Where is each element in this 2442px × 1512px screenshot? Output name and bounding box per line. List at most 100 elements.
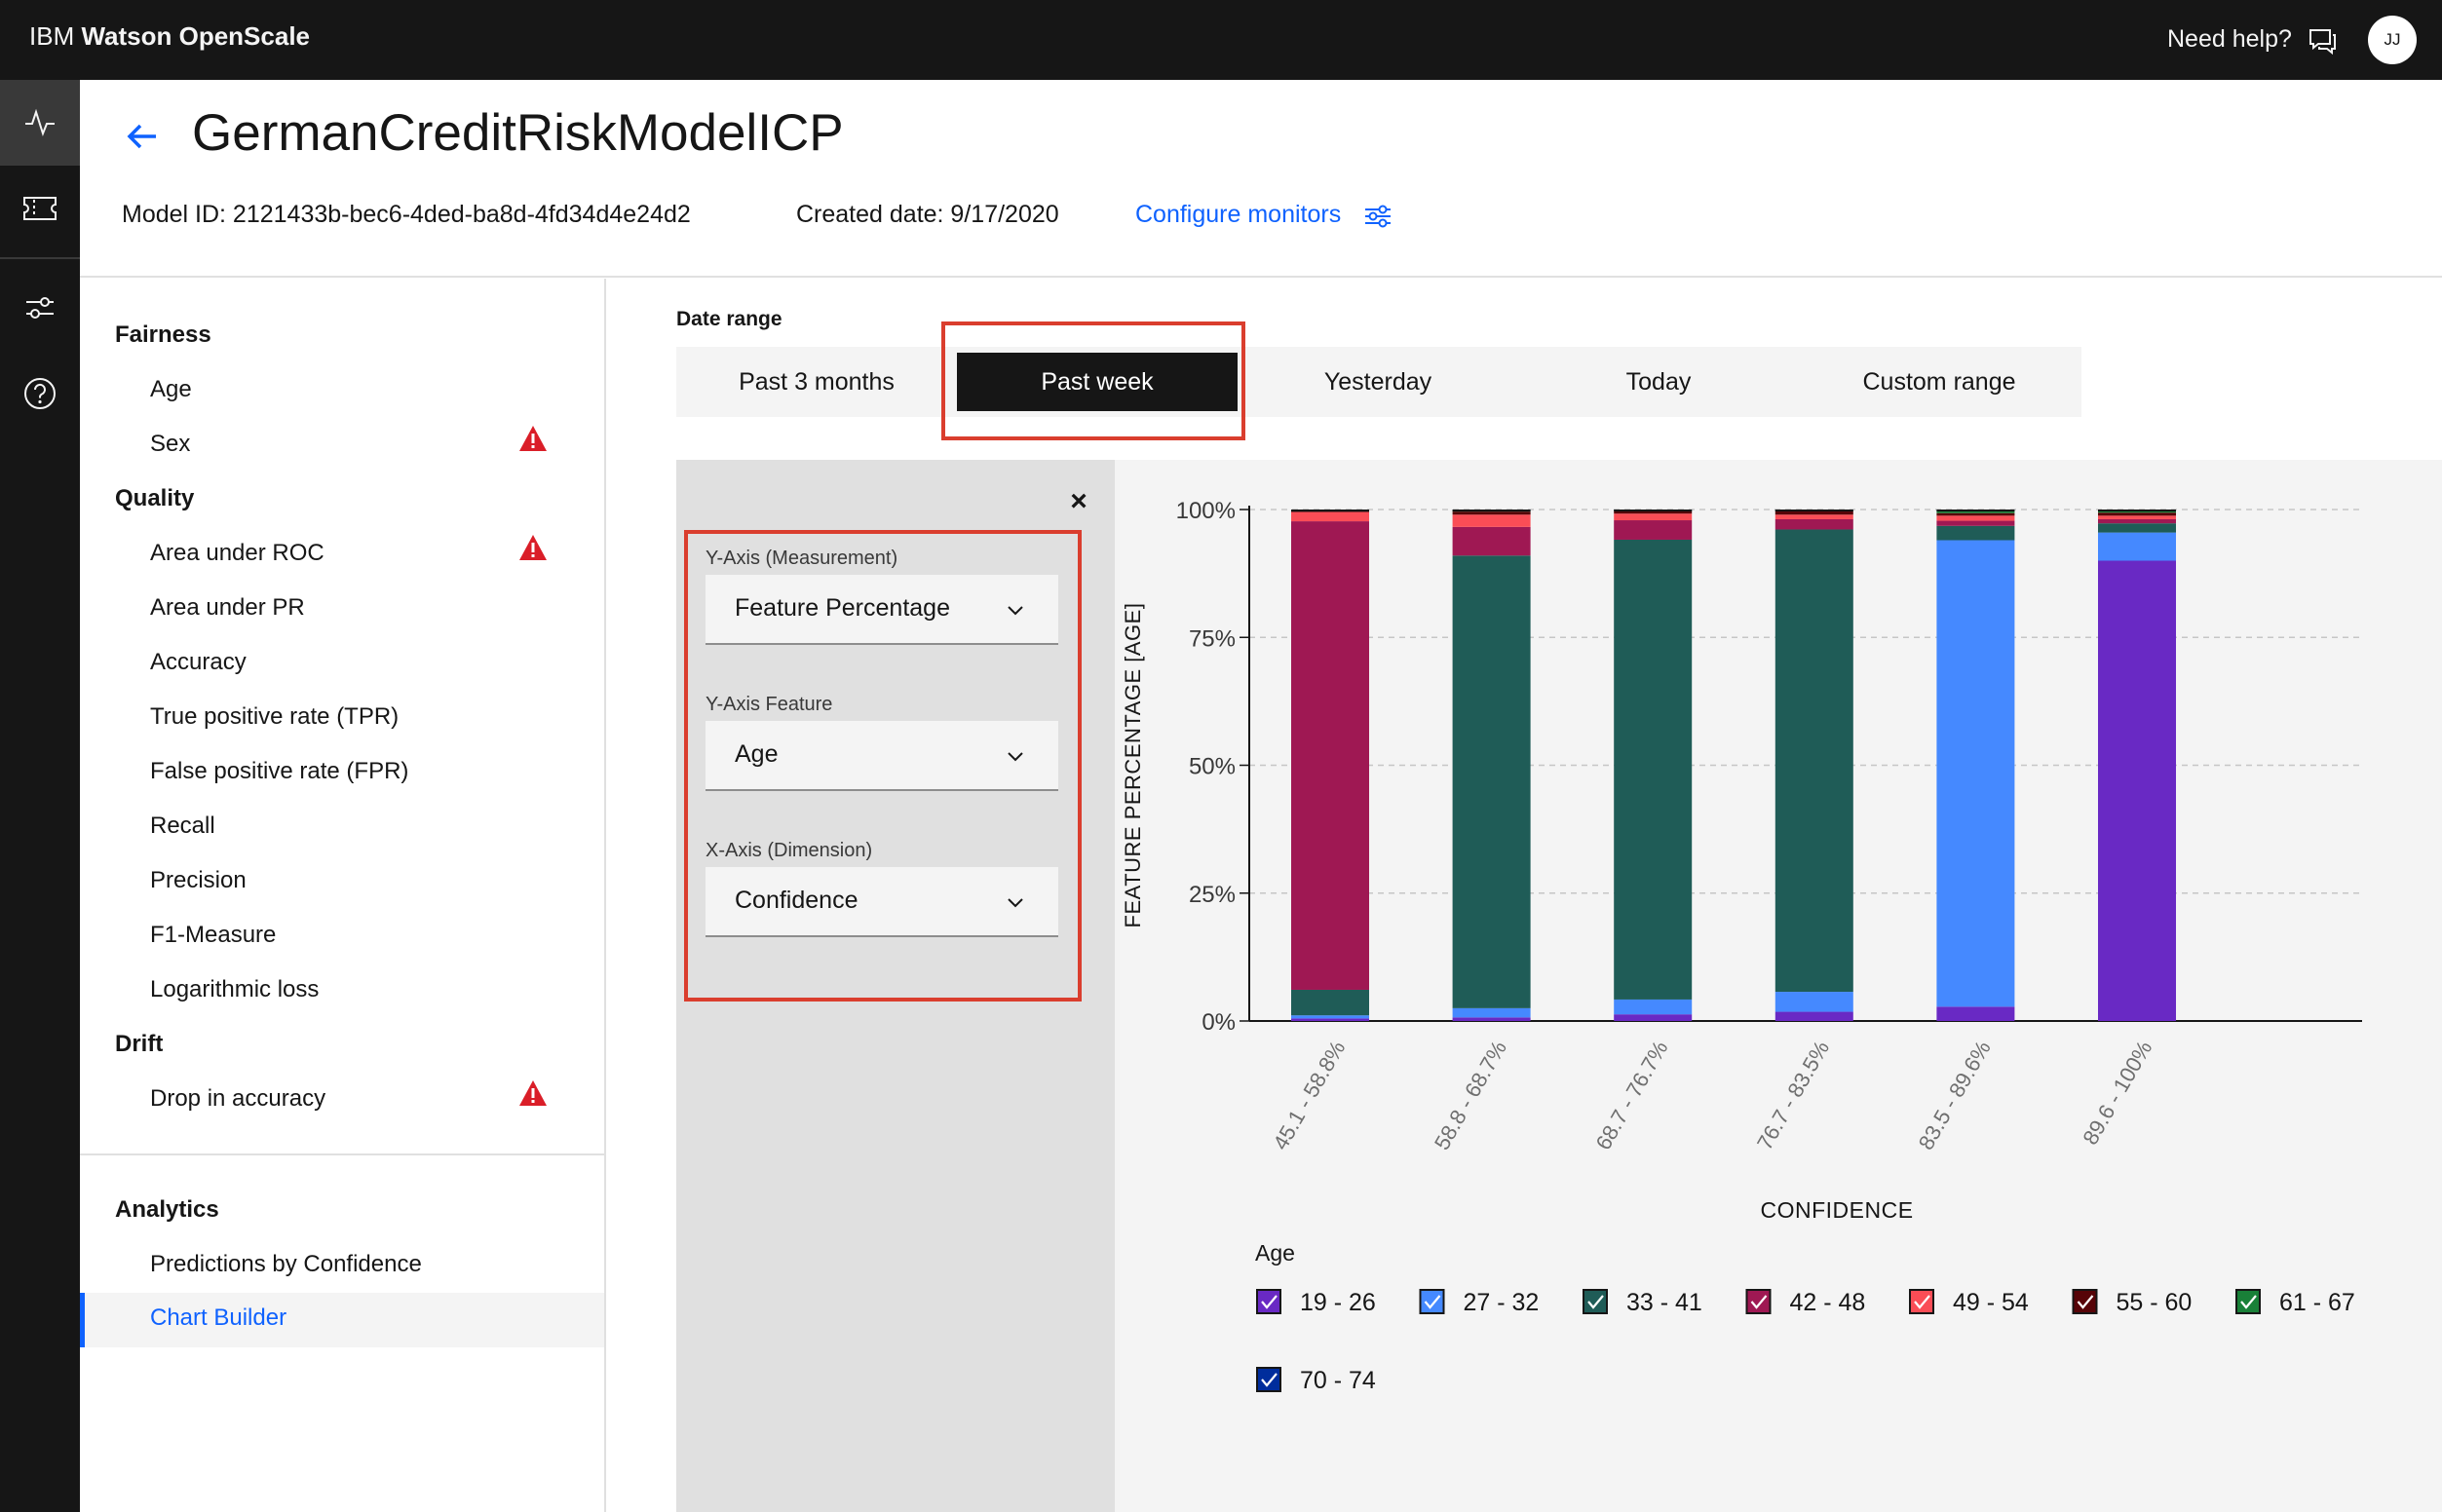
warning-icon bbox=[519, 1080, 547, 1106]
bar-segment[interactable] bbox=[1774, 518, 1853, 530]
nav-item-accuracy[interactable]: Accuracy bbox=[150, 649, 247, 675]
legend-swatch[interactable] bbox=[1256, 1367, 1281, 1392]
legend-label: 70 - 74 bbox=[1300, 1367, 1376, 1394]
nav-item-f1[interactable]: F1-Measure bbox=[150, 922, 277, 948]
bar-segment[interactable] bbox=[1452, 514, 1531, 527]
chat-icon[interactable] bbox=[2306, 25, 2339, 57]
nav-item-age[interactable]: Age bbox=[150, 376, 192, 402]
bar-segment[interactable] bbox=[2098, 523, 2176, 533]
checkmark-icon bbox=[1261, 1295, 1278, 1309]
close-icon[interactable]: × bbox=[1070, 485, 1087, 517]
bar-segment[interactable] bbox=[1452, 1007, 1531, 1018]
warning-icon bbox=[519, 535, 547, 560]
legend-swatch[interactable] bbox=[2072, 1289, 2098, 1314]
date-range-label: Date range bbox=[676, 308, 782, 330]
tab-past-3-months[interactable]: Past 3 months bbox=[739, 368, 895, 396]
nav-item-auc-pr[interactable]: Area under PR bbox=[150, 594, 305, 621]
bar-segment[interactable] bbox=[1614, 510, 1693, 514]
bar-segment[interactable] bbox=[1291, 989, 1369, 1016]
bar-segment[interactable] bbox=[1452, 511, 1531, 515]
bar-segment[interactable] bbox=[2098, 532, 2176, 561]
bar-segment[interactable] bbox=[1774, 529, 1853, 993]
y-tick-label: 75% bbox=[1189, 625, 1236, 652]
need-help-link[interactable]: Need help? bbox=[2167, 25, 2292, 53]
rail-configure-button[interactable] bbox=[0, 265, 80, 351]
bar-segment[interactable] bbox=[1614, 1014, 1693, 1021]
bar-segment[interactable] bbox=[1936, 512, 2015, 516]
bar-segment[interactable] bbox=[1774, 514, 1853, 519]
chevron-down-icon bbox=[1008, 898, 1023, 908]
y-tick-label: 0% bbox=[1202, 1009, 1236, 1036]
bar-segment[interactable] bbox=[1291, 521, 1369, 990]
bar-segment[interactable] bbox=[1614, 520, 1693, 540]
bar-segment[interactable] bbox=[1452, 526, 1531, 556]
bar-segment[interactable] bbox=[2098, 518, 2176, 524]
bar-segment[interactable] bbox=[1936, 520, 2015, 526]
bar-segment[interactable] bbox=[1614, 513, 1693, 521]
tab-yesterday[interactable]: Yesterday bbox=[1323, 368, 1432, 396]
bar-segment[interactable] bbox=[1936, 525, 2015, 541]
bar-segment[interactable] bbox=[1774, 1011, 1853, 1021]
legend-swatch[interactable] bbox=[1745, 1289, 1772, 1314]
bar-segment[interactable] bbox=[2098, 510, 2176, 513]
legend-label: 61 - 67 bbox=[2279, 1289, 2355, 1316]
bar-segment[interactable] bbox=[1614, 539, 1693, 1000]
y-measure-label: Y-Axis (Measurement) bbox=[706, 548, 898, 569]
highlight-box bbox=[684, 530, 1082, 1002]
bar-segment[interactable] bbox=[1936, 1006, 2015, 1021]
legend-swatch[interactable] bbox=[1909, 1289, 1934, 1314]
brand[interactable]: IBM Watson OpenScale bbox=[29, 21, 310, 52]
back-arrow-icon[interactable] bbox=[121, 115, 164, 158]
warning-icon bbox=[519, 426, 547, 451]
tab-custom-range[interactable]: Custom range bbox=[1862, 368, 2016, 396]
y-feature-select[interactable]: Age bbox=[706, 721, 1058, 791]
bar-segment[interactable] bbox=[1614, 999, 1693, 1015]
bar-segment[interactable] bbox=[1452, 1017, 1531, 1021]
checkmark-icon bbox=[1424, 1295, 1441, 1309]
bar-segment[interactable] bbox=[1936, 510, 2015, 513]
configure-monitors-link[interactable]: Configure monitors bbox=[1135, 201, 1342, 228]
tab-past-week[interactable]: Past week bbox=[957, 353, 1238, 411]
x-tick-label: 58.8 - 68.7% bbox=[1430, 1037, 1511, 1154]
legend-swatch[interactable] bbox=[1583, 1289, 1608, 1314]
bar-segment[interactable] bbox=[1291, 1015, 1369, 1019]
legend-swatch[interactable] bbox=[2235, 1289, 2261, 1314]
bar-segment[interactable] bbox=[1936, 515, 2015, 521]
highlight-box bbox=[941, 321, 1245, 440]
legend-swatch[interactable] bbox=[1419, 1289, 1445, 1314]
nav-item-recall[interactable]: Recall bbox=[150, 813, 215, 839]
settings-sliders-icon bbox=[26, 297, 54, 319]
nav-item-predictions-confidence[interactable]: Predictions by Confidence bbox=[150, 1251, 422, 1277]
nav-item-sex[interactable]: Sex bbox=[150, 431, 191, 457]
x-dimension-select[interactable]: Confidence bbox=[706, 867, 1058, 937]
avatar[interactable]: JJ bbox=[2368, 16, 2417, 64]
legend-label: 49 - 54 bbox=[1953, 1289, 2029, 1316]
bar-segment[interactable] bbox=[1936, 540, 2015, 1007]
rail-help-button[interactable] bbox=[0, 351, 80, 436]
y-measure-select[interactable]: Feature Percentage bbox=[706, 575, 1058, 645]
nav-item-precision[interactable]: Precision bbox=[150, 867, 247, 893]
monitor-nav: Fairness Age Sex Quality Area under ROC … bbox=[80, 279, 606, 1512]
nav-item-fpr[interactable]: False positive rate (FPR) bbox=[150, 758, 409, 784]
nav-item-drop-accuracy[interactable]: Drop in accuracy bbox=[150, 1085, 326, 1112]
legend-swatch[interactable] bbox=[1256, 1289, 1281, 1314]
nav-item-chart-builder[interactable]: Chart Builder bbox=[80, 1293, 604, 1347]
settings-sliders-icon[interactable] bbox=[1362, 201, 1393, 232]
rail-insights-button[interactable] bbox=[0, 80, 80, 166]
bar-segment[interactable] bbox=[1452, 555, 1531, 1008]
bar-segment[interactable] bbox=[2098, 512, 2176, 516]
nav-item-tpr[interactable]: True positive rate (TPR) bbox=[150, 703, 400, 730]
nav-item-auc-roc[interactable]: Area under ROC bbox=[150, 540, 324, 566]
bar-segment[interactable] bbox=[1774, 992, 1853, 1012]
bar-segment[interactable] bbox=[1774, 510, 1853, 515]
bar-segment[interactable] bbox=[2098, 560, 2176, 1022]
y-axis-label: FEATURE PERCENTAGE [AGE] bbox=[1121, 603, 1145, 928]
bar-segment[interactable] bbox=[1291, 1018, 1369, 1021]
tab-today[interactable]: Today bbox=[1625, 368, 1692, 396]
bar-segment[interactable] bbox=[1291, 511, 1369, 522]
nav-item-log-loss[interactable]: Logarithmic loss bbox=[150, 976, 320, 1002]
bar-segment[interactable] bbox=[2098, 515, 2176, 519]
y-feature-value: Age bbox=[735, 740, 779, 768]
rail-payload-button[interactable] bbox=[0, 166, 80, 251]
nav-section-quality: Quality bbox=[115, 485, 195, 511]
